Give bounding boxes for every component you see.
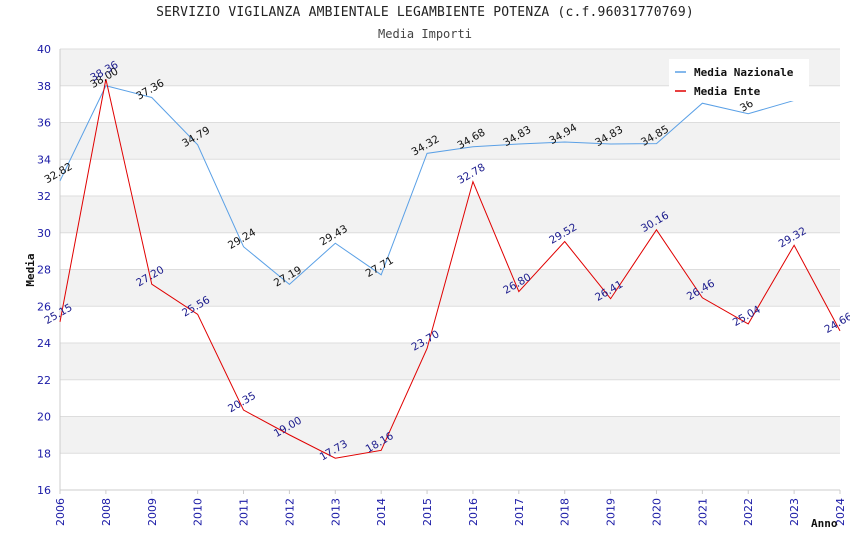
chart-subtitle: Media Importi xyxy=(378,27,472,41)
x-tick-label: 2020 xyxy=(650,498,663,526)
plot-band xyxy=(60,453,840,490)
y-axis-label: Media xyxy=(24,253,37,286)
plot-band xyxy=(60,343,840,380)
x-tick-label: 2006 xyxy=(54,498,67,526)
plot-band xyxy=(60,416,840,454)
y-tick-label: 34 xyxy=(37,153,51,166)
x-tick-label: 2022 xyxy=(742,498,755,526)
x-tick-label: 2012 xyxy=(283,498,296,526)
plot-band xyxy=(60,306,840,343)
y-tick-label: 36 xyxy=(37,117,51,130)
y-tick-label: 24 xyxy=(37,337,51,350)
x-axis-label: Anno xyxy=(811,517,838,530)
y-tick-label: 32 xyxy=(37,190,51,203)
x-tick-label: 2014 xyxy=(375,498,388,526)
y-tick-label: 20 xyxy=(37,411,51,424)
legend-label: Media Nazionale xyxy=(694,66,794,79)
plot-band xyxy=(60,122,840,160)
grid-lines xyxy=(59,48,840,491)
y-axis-ticks: 16 18 20 22 24 26 28 30 32 34 36 38 40 xyxy=(37,43,51,497)
plot-band xyxy=(60,159,840,196)
plot-band xyxy=(60,269,840,307)
x-tick-label: 2011 xyxy=(238,498,251,526)
y-tick-label: 28 xyxy=(37,264,51,277)
x-tick-label: 2021 xyxy=(696,498,709,526)
plot-band xyxy=(60,196,840,233)
x-tick-label: 2010 xyxy=(192,498,205,526)
y-tick-label: 40 xyxy=(37,43,51,56)
y-tick-label: 18 xyxy=(37,447,51,460)
x-tick-label: 2013 xyxy=(329,498,342,526)
series-line-media-ente xyxy=(59,79,841,459)
series-lines xyxy=(59,79,841,459)
chart-title: SERVIZIO VIGILANZA AMBIENTALE LEGAMBIENT… xyxy=(156,5,694,20)
x-tick-label: 2024 xyxy=(834,498,847,526)
x-tick-label: 2016 xyxy=(467,498,480,526)
x-tick-label: 2019 xyxy=(605,498,618,526)
legend-label: Media Ente xyxy=(694,85,761,98)
y-tick-label: 38 xyxy=(37,80,51,93)
x-tick-label: 2015 xyxy=(421,498,434,526)
x-axis-ticks: 2006 2008 2009 2010 2011 2012 2013 2014 2015 2016… xyxy=(54,490,847,526)
legend-box xyxy=(669,59,809,101)
x-tick-label: 2017 xyxy=(513,498,526,526)
plot-band xyxy=(60,379,840,417)
y-tick-label: 16 xyxy=(37,484,51,497)
x-tick-label: 2009 xyxy=(146,498,159,526)
y-tick-label: 26 xyxy=(37,300,51,313)
y-tick-label: 22 xyxy=(37,374,51,387)
x-tick-label: 2008 xyxy=(100,498,113,526)
x-tick-label: 2018 xyxy=(559,498,572,526)
legend: Media Nazionale Media Ente xyxy=(669,59,809,101)
series-line-media-nazionale xyxy=(59,85,795,286)
data-label-nazionale: 36 xyxy=(738,97,756,114)
x-tick-label: 2023 xyxy=(788,498,801,526)
y-tick-label: 30 xyxy=(37,227,51,240)
